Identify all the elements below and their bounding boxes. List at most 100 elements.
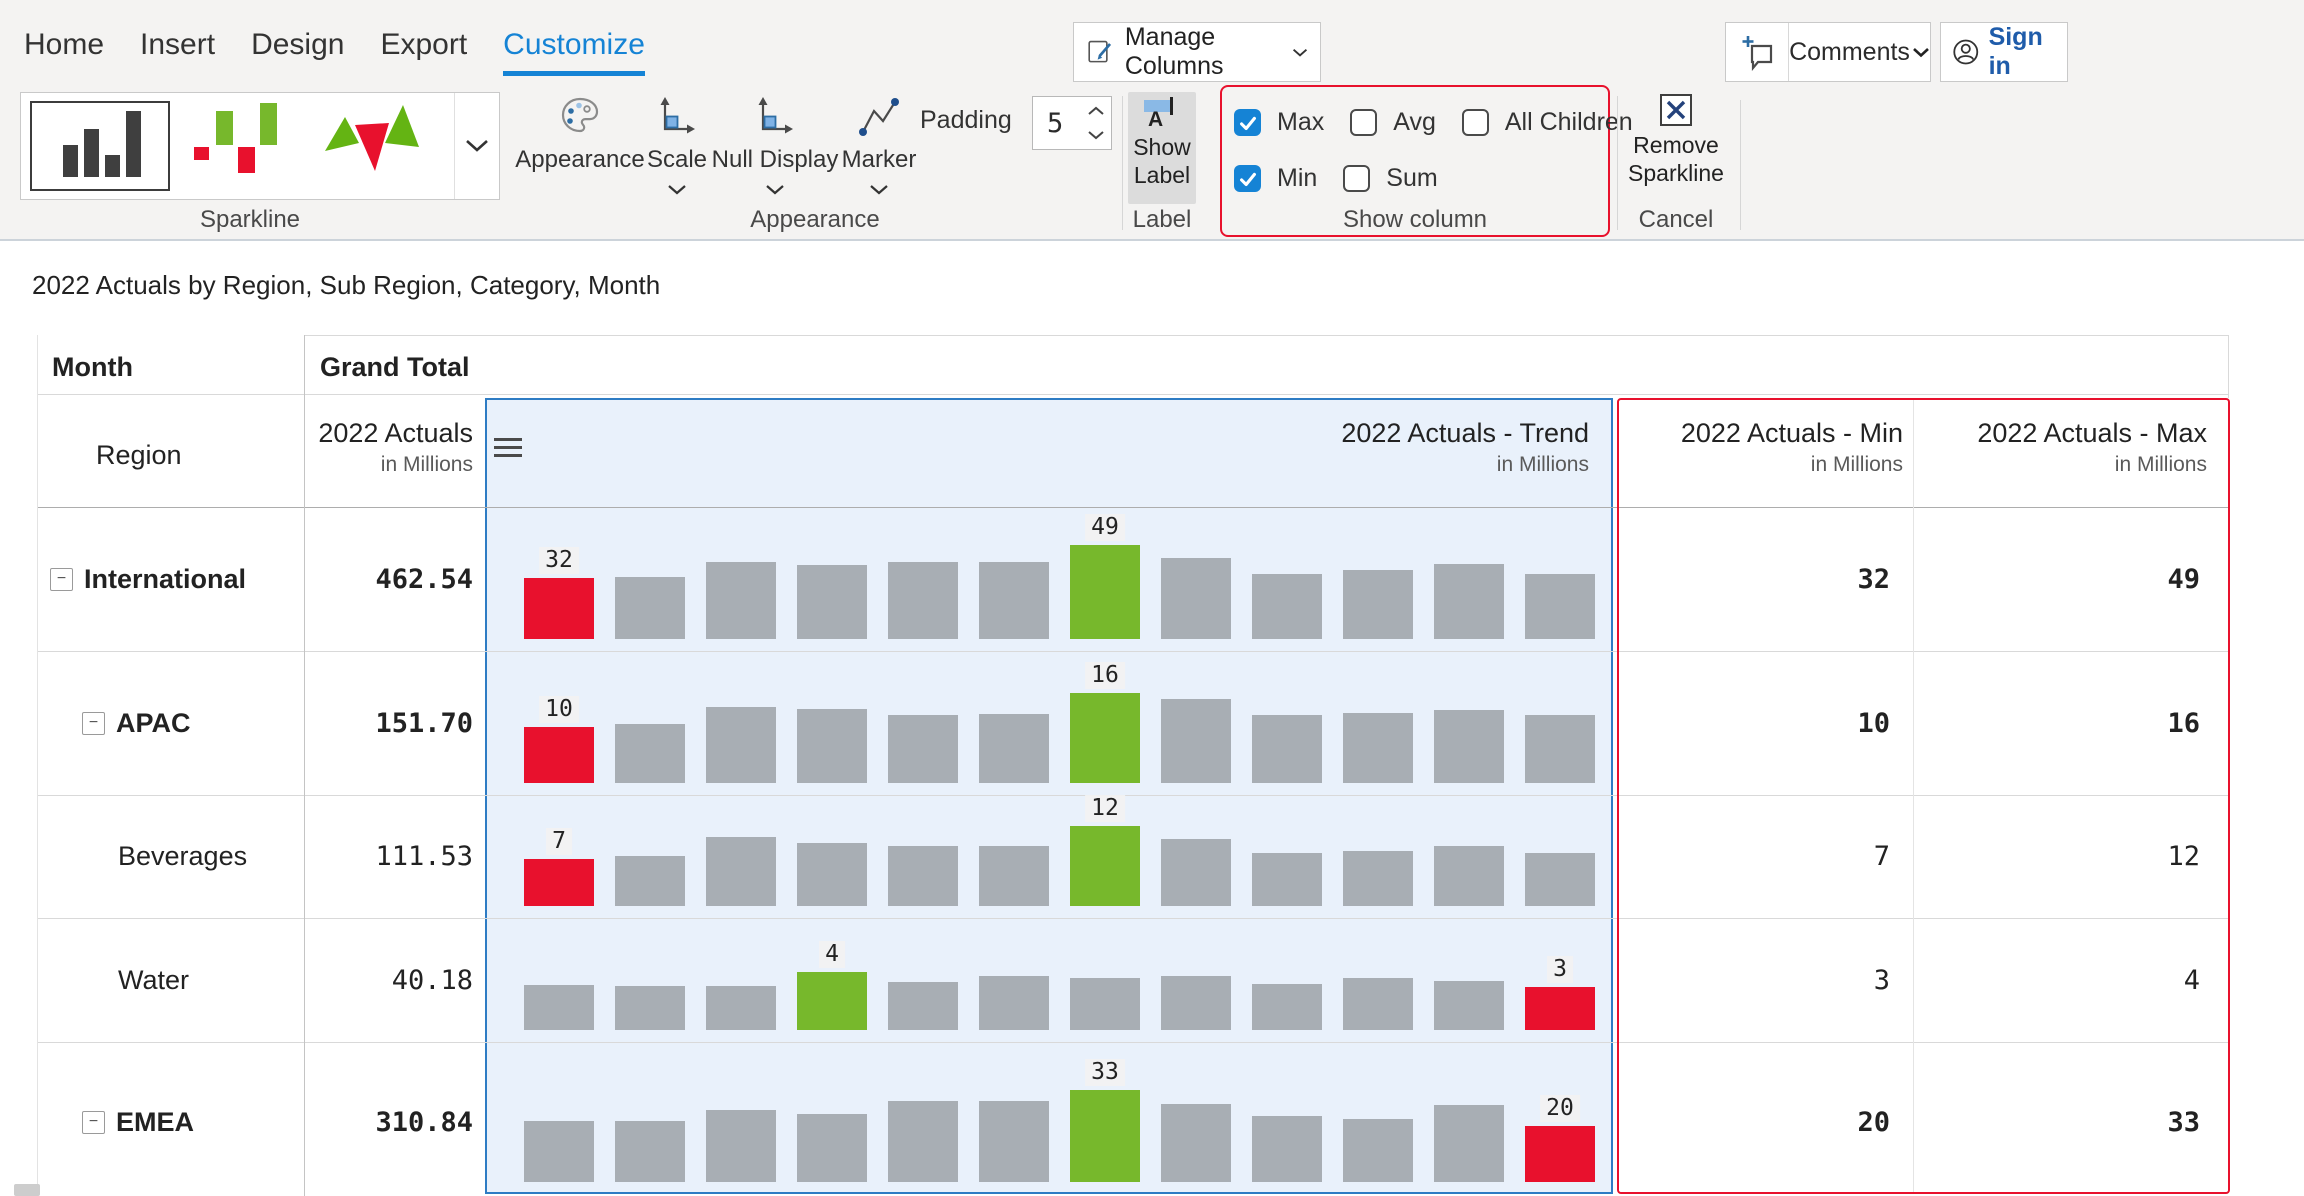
row-label-text[interactable]: International (84, 563, 247, 594)
remove-sparkline-button[interactable]: Remove Sparkline (1628, 94, 1724, 187)
sparkline-bar[interactable] (979, 846, 1049, 906)
sparkline-bar[interactable] (1161, 558, 1231, 639)
show-label-button[interactable]: A Show Label (1128, 92, 1196, 204)
chevron-down-icon[interactable] (869, 184, 889, 195)
sparkline-bar-max[interactable] (797, 972, 867, 1030)
comments-dropdown[interactable]: Comments (1789, 38, 1930, 67)
sparkline-bar[interactable] (1525, 574, 1595, 639)
drag-handle-icon[interactable] (494, 438, 522, 462)
sparkline-bar[interactable] (1161, 839, 1231, 906)
sparkline-bar[interactable] (1343, 713, 1413, 783)
stepper-down-icon[interactable] (1087, 130, 1105, 140)
sparkline-bar-min[interactable] (1525, 987, 1595, 1030)
sparkline-bar[interactable] (1161, 976, 1231, 1030)
sparkline-bar[interactable] (1434, 710, 1504, 783)
sparkline-bar[interactable] (1161, 699, 1231, 783)
checkbox-sum[interactable]: Sum (1343, 164, 1438, 193)
sparkline-bar[interactable] (1434, 981, 1504, 1030)
row-label-text[interactable]: EMEA (116, 1106, 195, 1137)
sparkline-bar[interactable] (1252, 984, 1322, 1030)
sparkline-bar[interactable] (706, 1110, 776, 1182)
sparkline-bar[interactable] (1161, 1104, 1231, 1182)
sparkline-bar-max[interactable] (1070, 545, 1140, 639)
row-label-text[interactable]: Water (118, 964, 190, 995)
checkbox-min[interactable]: Min (1234, 164, 1317, 193)
sparkline-bar[interactable] (1343, 570, 1413, 639)
row-label-text[interactable]: Beverages (118, 841, 248, 871)
collapse-icon[interactable]: − (82, 1110, 105, 1134)
sparkline-bar[interactable] (888, 715, 958, 783)
marker-button[interactable]: Marker (838, 94, 920, 195)
sparkline-bar[interactable] (1252, 715, 1322, 783)
sparkline-bar[interactable] (524, 1121, 594, 1182)
sparkline-bar[interactable] (615, 856, 685, 906)
sparkline-type-bar[interactable] (30, 101, 170, 191)
sparkline-bar[interactable] (615, 1121, 685, 1182)
menu-tab-export[interactable]: Export (380, 28, 468, 61)
sparkline-bar[interactable] (888, 1101, 958, 1182)
comments-button[interactable]: Comments (1725, 22, 1931, 82)
sparkline-bar[interactable] (888, 562, 958, 639)
trend-column-selection[interactable] (485, 398, 1613, 1194)
sparkline-bar[interactable] (888, 982, 958, 1030)
sparkline-bar[interactable] (1343, 978, 1413, 1030)
sparkline-bar[interactable] (1252, 1116, 1322, 1182)
sparkline-bar-min[interactable] (524, 859, 594, 906)
collapse-icon[interactable]: − (50, 567, 73, 591)
sparkline-type-column-winloss[interactable] (186, 101, 296, 191)
stepper-up-icon[interactable] (1087, 106, 1105, 116)
sparkline-bar-min[interactable] (1525, 1126, 1595, 1182)
sparkline-bar[interactable] (1252, 574, 1322, 639)
manage-columns-button[interactable]: Manage Columns (1073, 22, 1321, 82)
scale-button[interactable]: Scale (642, 94, 712, 195)
sparkline-bar-max[interactable] (1070, 1090, 1140, 1182)
grand-total-header[interactable]: Grand Total (320, 352, 470, 382)
month-header[interactable]: Month (52, 352, 133, 382)
chevron-down-icon[interactable] (765, 184, 785, 195)
sparkline-bar[interactable] (706, 562, 776, 639)
sparkline-bar[interactable] (979, 714, 1049, 783)
sparkline-bar[interactable] (797, 565, 867, 639)
sparkline-bar-min[interactable] (524, 727, 594, 783)
sparkline-bar[interactable] (1070, 978, 1140, 1030)
sparkline-bar[interactable] (524, 985, 594, 1030)
appearance-button[interactable]: Appearance (515, 94, 645, 174)
sparkline-bar[interactable] (1525, 853, 1595, 906)
sign-in-button[interactable]: Sign in (1940, 22, 2068, 82)
menu-tab-insert[interactable]: Insert (140, 28, 216, 61)
sparkline-bar[interactable] (706, 986, 776, 1030)
sparkline-bar-max[interactable] (1070, 826, 1140, 906)
menu-tab-customize[interactable]: Customize (503, 28, 645, 76)
trend-column-header[interactable]: 2022 Actuals - Trend in Millions (1000, 418, 1589, 477)
null-display-button[interactable]: Null Display (712, 94, 838, 195)
padding-stepper[interactable]: 5 (1032, 96, 1112, 150)
region-header[interactable]: Region (96, 440, 182, 470)
sparkline-bar[interactable] (615, 724, 685, 783)
sparkline-bar[interactable] (979, 562, 1049, 639)
sparkline-bar[interactable] (979, 976, 1049, 1030)
sparkline-bar[interactable] (797, 843, 867, 906)
actuals-column-header[interactable]: 2022 Actuals in Millions (295, 418, 473, 477)
sparkline-bar-min[interactable] (524, 578, 594, 639)
sparkline-bar[interactable] (1343, 851, 1413, 906)
scroll-handle[interactable] (14, 1184, 40, 1196)
sparkline-bar[interactable] (706, 837, 776, 906)
sparkline-bar[interactable] (1434, 846, 1504, 906)
max-column-header[interactable]: 2022 Actuals - Max in Millions (1930, 418, 2207, 477)
sparkline-bar-max[interactable] (1070, 693, 1140, 783)
row-label-text[interactable]: APAC (116, 707, 191, 738)
sparkline-bar[interactable] (706, 707, 776, 783)
sparkline-bar[interactable] (1525, 715, 1595, 783)
menu-tab-design[interactable]: Design (251, 28, 345, 61)
menu-tab-home[interactable]: Home (24, 28, 105, 61)
sparkline-bar[interactable] (1252, 853, 1322, 906)
gallery-expand-button[interactable] (465, 139, 489, 158)
collapse-icon[interactable]: − (82, 711, 105, 735)
sparkline-bar[interactable] (615, 577, 685, 639)
sparkline-bar[interactable] (797, 1114, 867, 1182)
sparkline-bar[interactable] (1434, 564, 1504, 639)
sparkline-bar[interactable] (1343, 1119, 1413, 1182)
min-column-header[interactable]: 2022 Actuals - Min in Millions (1630, 418, 1903, 477)
padding-value[interactable]: 5 (1047, 108, 1064, 139)
sparkline-bar[interactable] (888, 846, 958, 906)
